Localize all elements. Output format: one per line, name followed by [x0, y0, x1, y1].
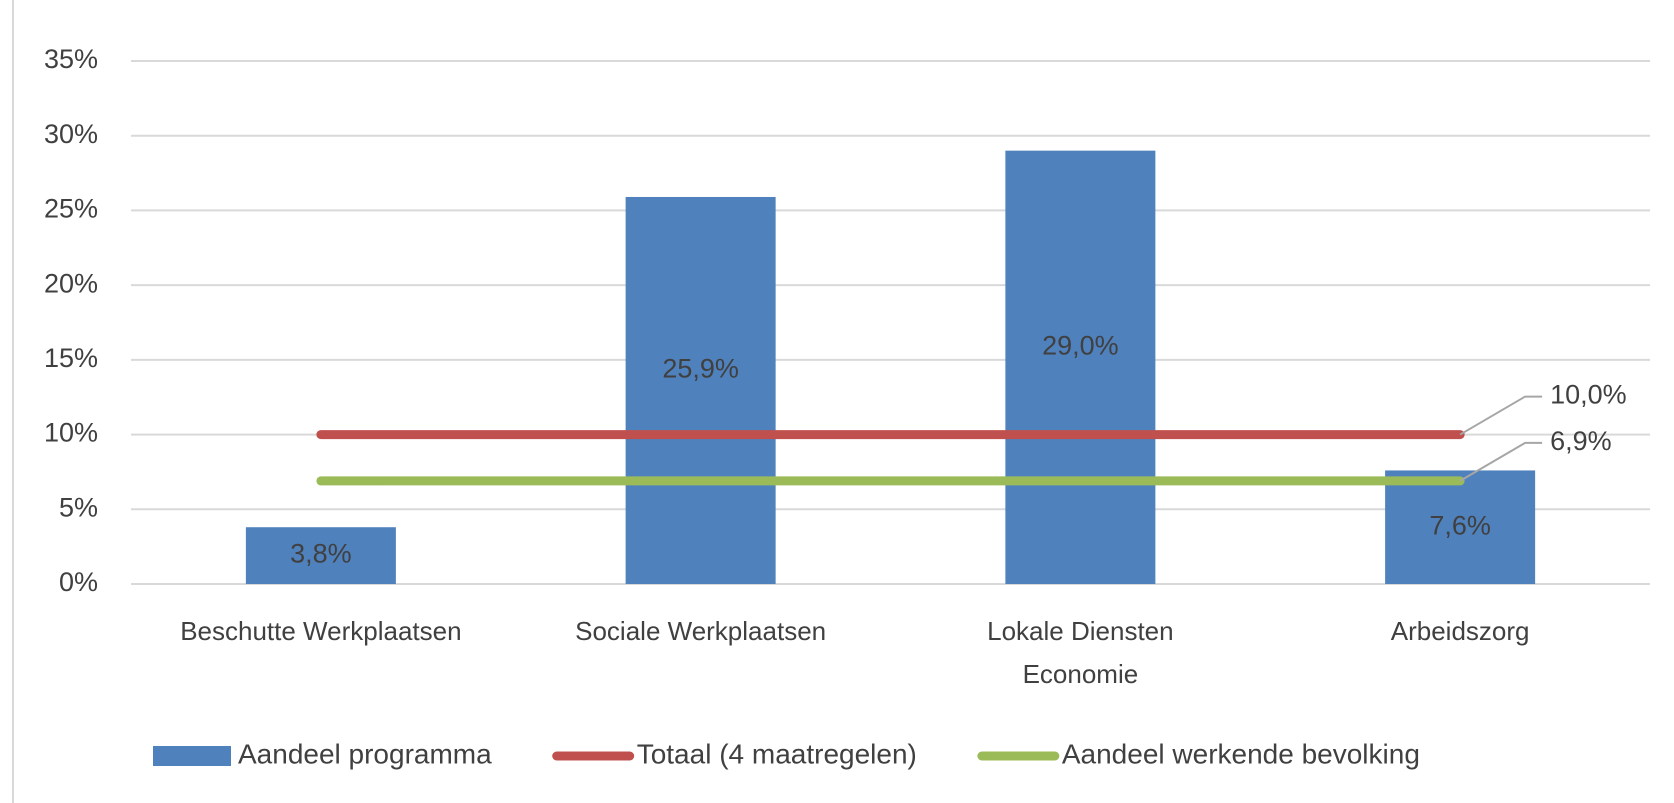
x-tick-label: Lokale Diensten Economie [987, 616, 1174, 689]
y-tick-label: 30% [44, 119, 98, 149]
data-label: 29,0% [1042, 330, 1119, 360]
data-label: 7,6% [1429, 510, 1491, 540]
data-label: 3,8% [290, 539, 352, 569]
data-label: 6,9% [1550, 426, 1612, 456]
legend-label: Totaal (4 maatregelen) [637, 738, 917, 769]
bar [1385, 470, 1536, 584]
y-tick-label: 25% [44, 194, 98, 224]
x-tick-label: Arbeidszorg [1390, 616, 1530, 646]
y-tick-label: 20% [44, 268, 98, 298]
x-tick-label: Beschutte Werkplaatsen [180, 616, 462, 646]
y-tick-label: 10% [44, 418, 98, 448]
legend-label: Aandeel programma [238, 738, 492, 769]
data-label: 25,9% [662, 354, 739, 384]
bar [625, 196, 776, 585]
legend-swatch [153, 746, 231, 766]
leader-line [1459, 441, 1543, 482]
y-tick-label: 5% [59, 492, 98, 522]
bar [245, 527, 396, 584]
y-tick-label: 35% [44, 44, 98, 74]
data-label: 10,0% [1550, 380, 1627, 410]
y-tick-label: 0% [59, 567, 98, 597]
bar [1005, 150, 1156, 584]
leader-line [1459, 395, 1543, 436]
legend-label: Aandeel werkende bevolking [1062, 738, 1420, 769]
y-tick-label: 15% [44, 343, 98, 373]
x-tick-label: Sociale Werkplaatsen [575, 616, 827, 646]
